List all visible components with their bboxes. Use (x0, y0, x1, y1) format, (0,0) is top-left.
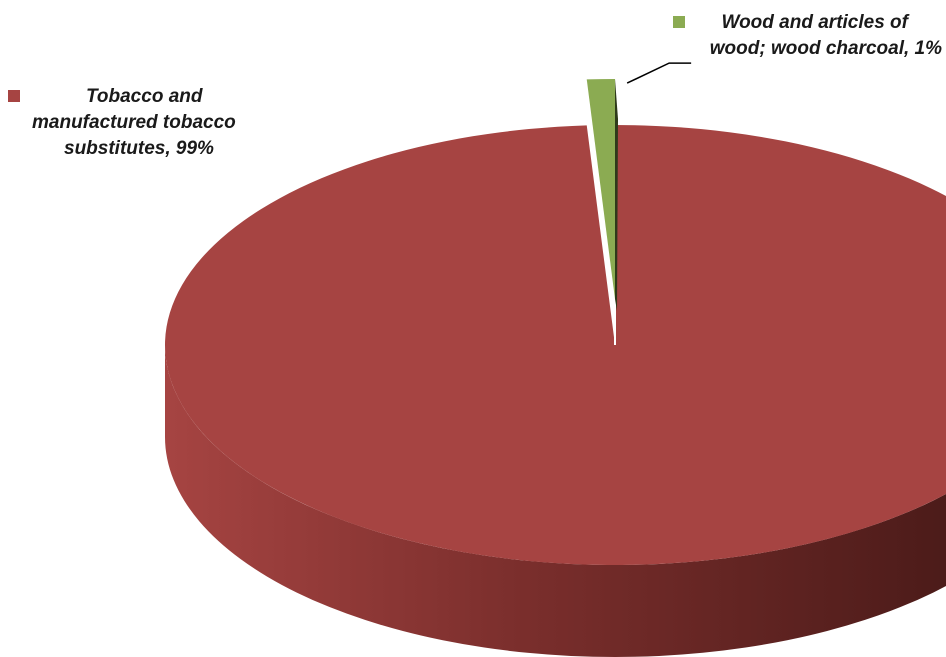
tobacco-label-line2: manufactured tobacco (32, 112, 236, 133)
wood-swatch (673, 16, 685, 28)
wood-slice-group (586, 79, 618, 311)
wood-data-label: Wood and articles of wood; wood charcoal… (673, 10, 942, 62)
tobacco-slice (165, 125, 946, 565)
pie-side-surface (165, 345, 946, 657)
wood-label-line1: Wood and articles of (721, 12, 908, 33)
wood-label-line2: wood; wood charcoal, 1% (709, 38, 942, 59)
wood-slice (586, 79, 615, 299)
tobacco-label-line3: substitutes, 99% (64, 138, 214, 159)
wood-leader-line (626, 62, 692, 84)
tobacco-swatch (8, 90, 20, 102)
pie-side-wall (165, 345, 946, 657)
tobacco-data-label: Tobacco and manufactured tobacco substit… (8, 84, 298, 162)
wood-slice-edge (615, 79, 618, 311)
tobacco-label-line1: Tobacco and (86, 86, 203, 107)
